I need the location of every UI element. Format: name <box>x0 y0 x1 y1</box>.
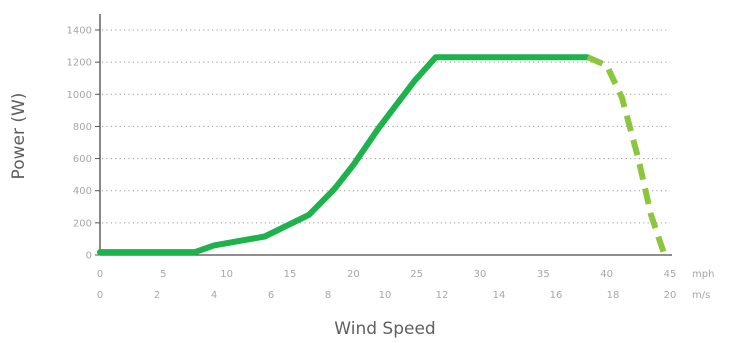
power-curve-dashed-line <box>586 54 667 254</box>
x-tick-label-mph: 5 <box>160 269 166 280</box>
y-tick-label: 800 <box>73 122 92 133</box>
x-tick-label-mph: 40 <box>600 269 613 280</box>
x-tick-label-ms: 16 <box>550 290 563 301</box>
x-tick-label-ms: 4 <box>211 290 217 301</box>
y-tick-label: 1200 <box>67 58 92 69</box>
x-tick-label-ms: 20 <box>664 290 677 301</box>
y-tick-label: 1400 <box>67 26 92 37</box>
x-tick-label-mph: 10 <box>220 269 233 280</box>
x-tick-label-mph: 35 <box>537 269 550 280</box>
x-tick-label-ms: 2 <box>154 290 160 301</box>
x-tick-label-ms: 0 <box>97 290 103 301</box>
power-curve-solid-line <box>97 54 591 256</box>
x-tick-label-ms: 10 <box>379 290 392 301</box>
y-tick-label: 0 <box>86 251 92 262</box>
y-tick-label: 400 <box>73 186 92 197</box>
x-tick-label-mph: 0 <box>97 269 103 280</box>
x-tick-label-mph: 20 <box>347 269 360 280</box>
x-tick-label-mph: 15 <box>284 269 297 280</box>
y-tick-labels: 0 200 400 600 800 1000 1200 1400 <box>67 26 92 262</box>
x-tick-label-mph: 30 <box>474 269 487 280</box>
y-axis-title: Power (W) <box>9 93 29 180</box>
x-axis-title: Wind Speed <box>334 319 435 339</box>
x-tick-label-ms: 14 <box>493 290 506 301</box>
x-tick-label-ms: 12 <box>436 290 449 301</box>
y-tick-label: 200 <box>73 218 92 229</box>
axes <box>95 14 672 256</box>
x-tick-label-ms: 6 <box>268 290 274 301</box>
x-tick-label-ms: 18 <box>607 290 620 301</box>
x-tick-label-mph: 45 <box>664 269 677 280</box>
y-tick-label: 1000 <box>67 90 92 101</box>
y-tick-label: 600 <box>73 154 92 165</box>
x-tick-label-ms: 8 <box>325 290 331 301</box>
x-unit-ms: m/s <box>692 290 710 301</box>
x-tick-labels: 0 5 10 15 20 25 30 35 40 45 0 2 4 6 8 10 12 14 16 18 20 <box>97 269 677 301</box>
x-unit-mph: mph <box>692 269 714 280</box>
data-series <box>97 54 667 256</box>
x-tick-label-mph: 25 <box>410 269 423 280</box>
